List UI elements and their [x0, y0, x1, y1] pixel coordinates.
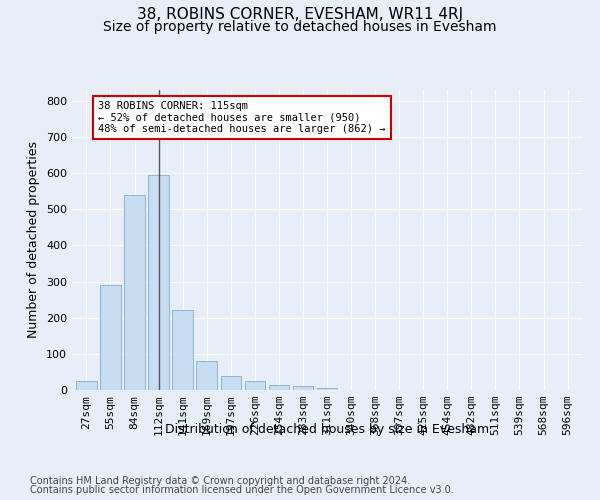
Bar [221, 376, 241, 390]
Text: 38 ROBINS CORNER: 115sqm
← 52% of detached houses are smaller (950)
48% of semi-: 38 ROBINS CORNER: 115sqm ← 52% of detach… [98, 101, 386, 134]
Bar [269, 386, 289, 390]
Y-axis label: Number of detached properties: Number of detached properties [28, 142, 40, 338]
Text: Distribution of detached houses by size in Evesham: Distribution of detached houses by size … [165, 422, 489, 436]
Bar [148, 175, 169, 390]
Bar [245, 381, 265, 390]
Bar [317, 388, 337, 390]
Text: Contains public sector information licensed under the Open Government Licence v3: Contains public sector information licen… [30, 485, 454, 495]
Bar [76, 381, 97, 390]
Text: Contains HM Land Registry data © Crown copyright and database right 2024.: Contains HM Land Registry data © Crown c… [30, 476, 410, 486]
Bar [293, 386, 313, 390]
Text: 38, ROBINS CORNER, EVESHAM, WR11 4RJ: 38, ROBINS CORNER, EVESHAM, WR11 4RJ [137, 8, 463, 22]
Bar [196, 361, 217, 390]
Text: Size of property relative to detached houses in Evesham: Size of property relative to detached ho… [103, 20, 497, 34]
Bar [172, 310, 193, 390]
Bar [124, 195, 145, 390]
Bar [100, 285, 121, 390]
